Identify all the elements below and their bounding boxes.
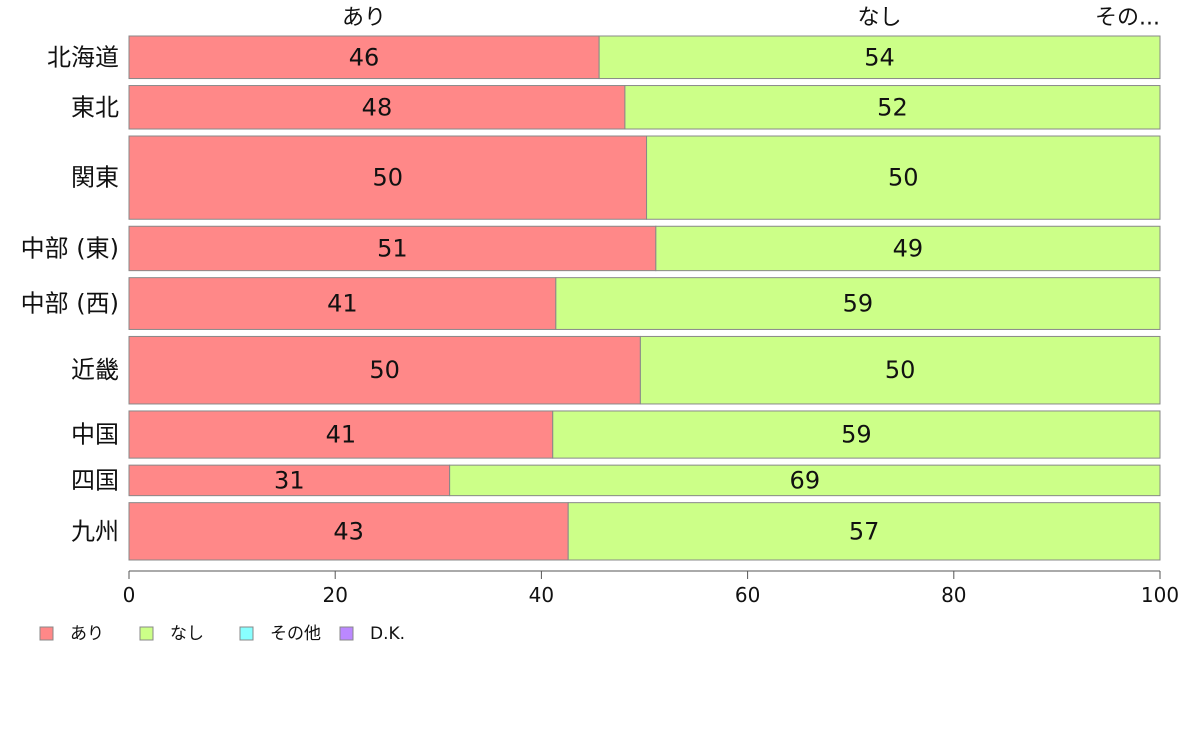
x-axis: 0 20 40 60 80 100 xyxy=(123,570,1179,607)
bar-value-label: 49 xyxy=(893,234,924,262)
row-label: 九州 xyxy=(71,517,119,545)
bar-value-label: 50 xyxy=(885,356,916,384)
legend-label: なし xyxy=(170,624,204,644)
bar-segment xyxy=(128,410,554,459)
bar-value-label: 43 xyxy=(333,517,364,545)
legend: あり なし その他 D.K. xyxy=(39,624,405,644)
bar-value-label: 41 xyxy=(327,290,358,318)
x-tick-label: 100 xyxy=(1141,583,1179,607)
bar-value-label: 59 xyxy=(841,421,872,449)
legend-label: その他 xyxy=(270,624,321,644)
bar-value-label: 50 xyxy=(888,164,919,192)
bar-value-label: 46 xyxy=(349,43,380,71)
x-tick-label: 80 xyxy=(941,583,966,607)
bar-value-label: 52 xyxy=(877,93,908,121)
bar-segment xyxy=(555,277,1161,330)
x-tick-label: 20 xyxy=(322,583,347,607)
legend-swatch xyxy=(39,626,54,641)
bar-value-label: 69 xyxy=(790,466,821,494)
bar-segment xyxy=(449,464,1161,497)
bar-segment xyxy=(128,225,657,272)
row-label: 四国 xyxy=(71,466,119,494)
bar-segment xyxy=(552,410,1161,459)
bar-value-label: 48 xyxy=(362,93,393,121)
top-label: なし xyxy=(858,6,902,31)
legend-swatch xyxy=(139,626,154,641)
bar-value-label: 41 xyxy=(326,421,357,449)
legend-swatch xyxy=(339,626,354,641)
top-label: あり xyxy=(342,6,386,31)
row-label: 関東 xyxy=(71,164,119,192)
bar-value-label: 54 xyxy=(864,43,895,71)
bar-segment xyxy=(624,85,1161,130)
row-label: 中国 xyxy=(71,421,119,449)
bar-segment xyxy=(128,135,648,220)
row-label: 近畿 xyxy=(71,356,119,384)
row-label: 東北 xyxy=(71,93,119,121)
bar-value-label: 50 xyxy=(373,164,404,192)
bar-segment xyxy=(655,225,1161,272)
row-label: 北海道 xyxy=(47,43,119,71)
legend-label: D.K. xyxy=(370,624,405,644)
bars: 46 54 48 52 50 50 51 49 41 59 50 50 41 59 31 69 43 57 xyxy=(128,35,1161,561)
bar-segment xyxy=(128,502,569,561)
bar-value-label: 57 xyxy=(849,517,880,545)
x-tick-label: 0 xyxy=(123,583,136,607)
bar-value-label: 51 xyxy=(377,234,408,262)
bar-value-label: 31 xyxy=(274,466,305,494)
x-tick-label: 40 xyxy=(529,583,554,607)
bar-value-label: 59 xyxy=(843,290,874,318)
legend-label: あり xyxy=(70,624,104,644)
bar-segment xyxy=(639,335,1161,405)
bar-segment xyxy=(567,502,1161,561)
top-category-labels: あり なし その... xyxy=(342,6,1160,31)
legend-swatch xyxy=(239,626,254,641)
bar-segment xyxy=(646,135,1161,220)
bar-segment xyxy=(128,85,626,130)
bar-segment xyxy=(128,35,600,80)
bar-segment xyxy=(598,35,1161,80)
bar-value-label: 50 xyxy=(369,356,400,384)
top-label: その... xyxy=(1095,6,1160,31)
x-tick-label: 60 xyxy=(735,583,760,607)
row-label: 中部 (東) xyxy=(21,234,119,262)
bar-segment xyxy=(128,277,557,330)
row-label: 中部 (西) xyxy=(21,290,119,318)
